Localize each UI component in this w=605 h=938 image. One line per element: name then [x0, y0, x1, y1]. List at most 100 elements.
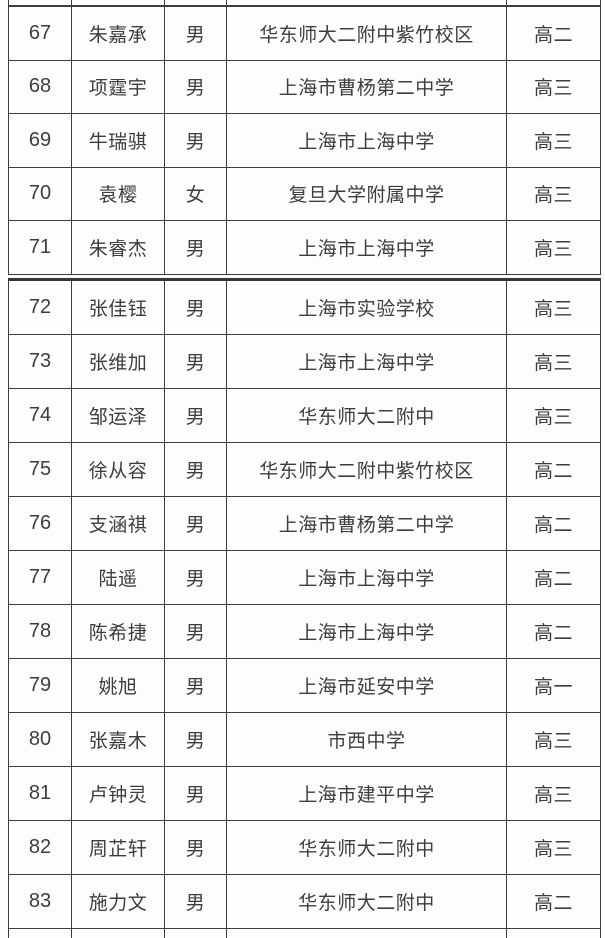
cell-gender: 男	[165, 496, 227, 550]
cell-gender: 男	[165, 60, 227, 113]
cell-gender: 男	[165, 442, 227, 496]
cell-grade: 高二	[533, 892, 573, 914]
cell-grade: 高二	[533, 24, 573, 46]
cell-school: 华东师大二附中紫竹校区	[227, 442, 507, 496]
cell-gender	[165, 0, 227, 5]
cell-school: 上海市上海中学	[227, 550, 507, 604]
cell-gender: 男	[165, 550, 227, 604]
cell-name: 朱睿杰	[72, 221, 165, 274]
cell-name: 施力文	[72, 874, 165, 928]
cell-school: 上海市延安中学	[227, 658, 507, 712]
cell-name: 卢钟灵	[72, 766, 165, 820]
cell-grade	[507, 0, 600, 5]
cell-number: 78	[9, 604, 72, 658]
cell-school: 上海市曹杨第二中学	[227, 60, 507, 113]
cell-school: 华东师大二附中紫竹校区	[227, 7, 507, 60]
cell-number: 77	[9, 550, 72, 604]
cell-school: 华东师大二附中	[227, 388, 507, 442]
table-row: 78 陈希捷男上海市上海中学 高二	[9, 604, 600, 659]
cell-school: 上海市上海中学	[227, 114, 507, 167]
table-row: 75 徐从容男华东师大二附中紫竹校区 高二	[9, 442, 600, 497]
cell-grade: 高一	[533, 676, 573, 698]
table-row: 80 张嘉木男市西中学 高三	[9, 712, 600, 767]
cell-grade: 高三	[533, 730, 573, 752]
cell-grade: 高三	[533, 838, 573, 860]
cell-grade: 高三	[533, 784, 573, 806]
cell-school: 上海市上海中学	[227, 221, 507, 274]
cell-grade: 高三	[533, 352, 573, 374]
table-fragment-divider	[8, 274, 601, 278]
cell-gender: 男	[165, 712, 227, 766]
cell-school	[227, 0, 507, 5]
cell-name: 周芷轩	[72, 820, 165, 874]
cell-number: 67	[9, 7, 72, 60]
cell-grade: 高三	[533, 78, 573, 100]
cell-name: 袁樱	[72, 167, 165, 220]
cell-gender	[165, 928, 227, 938]
cell-grade: 高二	[533, 622, 573, 644]
table-row: 68 项霆宇男上海市曹杨第二中学 高三	[9, 60, 600, 114]
cell-school: 复旦大学附属中学	[227, 167, 507, 220]
cell-school: 上海市建平中学	[227, 766, 507, 820]
cell-number: 83	[9, 874, 72, 928]
cell-gender: 男	[165, 658, 227, 712]
cell-school: 上海市实验学校	[227, 280, 507, 334]
cell-number: 70	[9, 167, 72, 220]
cell-gender: 女	[165, 167, 227, 220]
cell-number: 73	[9, 334, 72, 388]
cell-grade	[507, 929, 600, 938]
cell-name: 朱嘉承	[72, 7, 165, 60]
cell-gender: 男	[165, 874, 227, 928]
cell-number: 76	[9, 496, 72, 550]
cell-number: 72	[9, 280, 72, 334]
cell-name	[72, 0, 165, 5]
cell-grade: 高二	[533, 514, 573, 536]
cell-number: 71	[9, 221, 72, 274]
cell-name: 陈希捷	[72, 604, 165, 658]
table-row: 69 牛瑞骐男上海市上海中学 高三	[9, 114, 600, 168]
cell-name: 张佳钰	[72, 280, 165, 334]
cell-name: 牛瑞骐	[72, 114, 165, 167]
cell-number: 69	[9, 114, 72, 167]
table-row: 82 周芷轩男华东师大二附中 高三	[9, 820, 600, 875]
cell-gender: 男	[165, 221, 227, 274]
cell-grade: 高三	[533, 406, 573, 428]
cell-number: 79	[9, 658, 72, 712]
table-group-2: 72 张佳钰男上海市实验学校 高三 73 张维加男上海市上海中学 高三 74 邹运泽男华东师大…	[8, 277, 601, 929]
cell-school	[227, 928, 507, 938]
table-row: 74 邹运泽男华东师大二附中 高三	[9, 388, 600, 443]
cell-name: 张维加	[72, 334, 165, 388]
table-row: 83 施力文男华东师大二附中 高二	[9, 874, 600, 929]
cell-gender: 男	[165, 7, 227, 60]
table-row: 81 卢钟灵男上海市建平中学 高三	[9, 766, 600, 821]
cell-school: 上海市曹杨第二中学	[227, 496, 507, 550]
partial-row-bottom	[8, 928, 601, 938]
cell-school: 上海市上海中学	[227, 604, 507, 658]
cell-gender: 男	[165, 280, 227, 334]
cell-grade: 高二	[533, 460, 573, 482]
cell-name: 项霆宇	[72, 60, 165, 113]
cell-number	[9, 0, 72, 5]
cell-gender: 男	[165, 604, 227, 658]
cell-gender: 男	[165, 820, 227, 874]
cell-number: 68	[9, 60, 72, 113]
cell-name: 陆遥	[72, 550, 165, 604]
table-row: 67 朱嘉承男华东师大二附中紫竹校区 高二	[9, 7, 600, 61]
table-group-1: 67 朱嘉承男华东师大二附中紫竹校区 高二 68 项霆宇男上海市曹杨第二中学 高三 69 牛瑞…	[8, 5, 601, 275]
cell-school: 市西中学	[227, 712, 507, 766]
table-row: 76 支涵祺男上海市曹杨第二中学 高二	[9, 496, 600, 551]
cell-name: 姚旭	[72, 658, 165, 712]
cell-number: 82	[9, 820, 72, 874]
cell-number: 75	[9, 442, 72, 496]
cell-grade: 高三	[533, 298, 573, 320]
table-row: 77 陆遥男上海市上海中学 高二	[9, 550, 600, 605]
cell-school: 华东师大二附中	[227, 820, 507, 874]
cell-number: 80	[9, 712, 72, 766]
table-row: 73 张维加男上海市上海中学 高三	[9, 334, 600, 389]
cell-grade: 高三	[533, 131, 573, 153]
cell-school: 上海市上海中学	[227, 334, 507, 388]
cell-grade: 高二	[533, 568, 573, 590]
cell-grade: 高三	[533, 238, 573, 260]
cell-gender: 男	[165, 766, 227, 820]
table-row: 70 袁樱女复旦大学附属中学 高三	[9, 167, 600, 221]
